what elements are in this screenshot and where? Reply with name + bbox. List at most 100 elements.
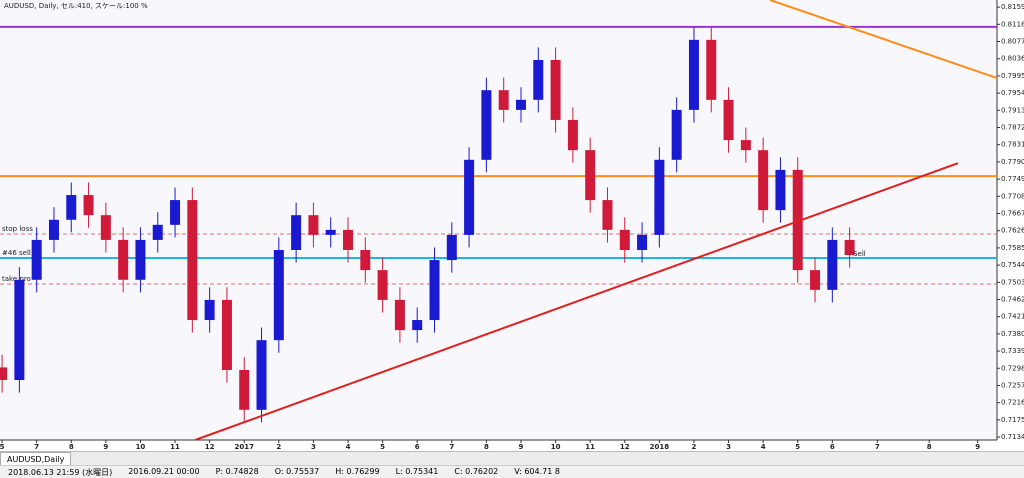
status-field: 2018.06.13 21:59 (水曜日) [8, 468, 113, 477]
x-tick-label: 2017 [234, 443, 254, 451]
candle-body [135, 239, 146, 280]
x-tick-label: 5 [380, 443, 385, 451]
candle-body [498, 90, 509, 110]
level-label: stop loss [2, 225, 33, 233]
x-tick-label: 4 [346, 443, 351, 451]
candle-body [100, 215, 111, 240]
candle-body [481, 90, 492, 160]
chart: AUDUSD, Daily, セル:410, スケール:100 % 0.8159… [0, 0, 1024, 451]
candle-body [66, 195, 77, 220]
candle-body [688, 39, 699, 110]
x-tick-label: 8 [69, 443, 74, 451]
status-field: P: 0.74828 [215, 467, 259, 476]
candle-body [394, 299, 405, 331]
candle-body [152, 224, 163, 240]
candle-body [377, 270, 388, 300]
candle-body [221, 299, 232, 370]
candle-body [585, 150, 596, 201]
candle-body [550, 59, 561, 120]
candle-body [204, 299, 215, 321]
x-tick-label: 9 [519, 443, 524, 451]
candle-body [118, 239, 129, 280]
level-label: #46 sell [2, 249, 31, 257]
x-tick-label: 6 [830, 443, 835, 451]
candle-body [515, 99, 526, 110]
candle-body [844, 239, 855, 256]
x-tick-label: 12 [620, 443, 630, 451]
level-label: take pro [2, 275, 31, 283]
candle-body [0, 367, 8, 381]
status-field: O: 0.75537 [274, 467, 320, 476]
candle-body [827, 239, 838, 290]
x-tick-label: 10 [551, 443, 561, 451]
trendline [769, 0, 998, 79]
candle-body [775, 169, 786, 211]
status-field: V: 604.71 8 [514, 467, 560, 476]
candle-body [273, 249, 284, 341]
candle-body [360, 249, 371, 271]
x-tick-label: 11 [585, 443, 595, 451]
candle-body [637, 234, 648, 250]
candle-body [308, 215, 319, 235]
candle-body [567, 119, 578, 151]
candle-body [723, 99, 734, 141]
candle-body [706, 39, 717, 100]
candle-body [446, 234, 457, 261]
status-field: 2016.09.21 00:00 [128, 467, 200, 476]
candle-body [810, 270, 821, 290]
candle-body [654, 159, 665, 235]
x-tick-label: 2 [276, 443, 281, 451]
x-tick-label: 2 [692, 443, 697, 451]
candle-body [464, 159, 475, 235]
x-tick-label: 10 [136, 443, 146, 451]
candle-body [291, 215, 302, 250]
x-tick-label: 12 [205, 443, 215, 451]
candle-body [239, 369, 250, 410]
x-tick-label: 8 [484, 443, 489, 451]
candle-body [619, 229, 630, 250]
candle-body [533, 59, 544, 100]
x-tick-label: 5 [0, 443, 5, 451]
candle-body [170, 200, 181, 225]
candle-body [740, 140, 751, 151]
candle-body [602, 200, 613, 230]
candle-body [343, 229, 354, 250]
header: AUDUSD, Daily, セル:410, スケール:100 % [4, 2, 148, 10]
candle-body [429, 260, 440, 321]
x-tick-label: 9 [975, 443, 980, 451]
x-tick-label: 4 [761, 443, 766, 451]
x-tick-label: 8 [927, 443, 932, 451]
status-field: L: 0.75341 [395, 467, 439, 476]
candle-body [758, 150, 769, 211]
x-tick-label: 9 [103, 443, 108, 451]
candle-body [256, 340, 267, 410]
x-tick-label: 2018 [650, 443, 670, 451]
status-bar: 2018.06.13 21:59 (水曜日) 2016.09.21 00:00 P:… [0, 465, 1024, 478]
candle-body [83, 195, 94, 216]
y-tick-label: 0.71340 [1001, 433, 1024, 441]
candle-body [187, 200, 198, 321]
x-tick-label: 3 [726, 443, 731, 451]
candle-body [325, 229, 336, 235]
